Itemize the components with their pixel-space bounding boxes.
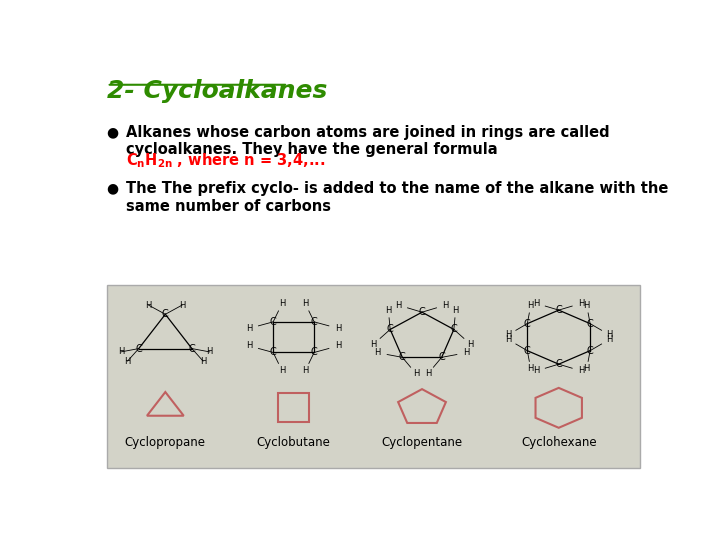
- Text: C: C: [162, 309, 168, 319]
- Text: H: H: [606, 330, 612, 339]
- Text: Cyclopropane: Cyclopropane: [125, 436, 206, 449]
- Text: H: H: [534, 299, 540, 308]
- Text: Cyclopentane: Cyclopentane: [382, 436, 462, 449]
- Text: H: H: [606, 335, 612, 344]
- Text: C: C: [311, 317, 318, 327]
- Text: Cyclobutane: Cyclobutane: [257, 436, 330, 449]
- Text: H: H: [200, 356, 206, 366]
- Text: H: H: [425, 369, 431, 378]
- Text: 2- Cycloalkanes: 2- Cycloalkanes: [107, 79, 327, 103]
- Text: C: C: [555, 359, 562, 369]
- Text: H: H: [179, 301, 185, 309]
- Bar: [279, 393, 309, 422]
- Text: C: C: [311, 347, 318, 357]
- Text: C: C: [524, 346, 531, 356]
- Text: H: H: [279, 299, 285, 308]
- Text: H: H: [335, 341, 341, 350]
- Text: H: H: [467, 340, 474, 349]
- Text: H: H: [452, 306, 459, 315]
- Text: $\mathbf{C_nH_{2n}}$ , where n = 3,4,...: $\mathbf{C_nH_{2n}}$ , where n = 3,4,...: [126, 151, 325, 170]
- FancyBboxPatch shape: [107, 285, 639, 468]
- Text: H: H: [302, 299, 309, 308]
- Text: C: C: [438, 352, 445, 362]
- Text: H: H: [577, 366, 584, 375]
- Text: H: H: [246, 341, 252, 350]
- Text: H: H: [395, 301, 401, 309]
- Text: H: H: [584, 301, 590, 310]
- Text: H: H: [584, 364, 590, 373]
- Text: H: H: [528, 301, 534, 310]
- Text: H: H: [279, 366, 285, 375]
- Text: C: C: [387, 325, 394, 334]
- Text: ●: ●: [107, 181, 119, 195]
- Text: C: C: [270, 317, 276, 327]
- Text: C: C: [189, 343, 195, 354]
- Text: C: C: [524, 319, 531, 329]
- Text: H: H: [505, 335, 512, 344]
- Text: H: H: [374, 348, 381, 357]
- Text: C: C: [418, 307, 426, 317]
- Text: H: H: [534, 366, 540, 375]
- Text: H: H: [302, 366, 309, 375]
- Text: H: H: [413, 369, 419, 378]
- Text: H: H: [246, 324, 252, 333]
- Text: H: H: [371, 340, 377, 349]
- Text: C: C: [451, 325, 457, 334]
- Text: H: H: [577, 299, 584, 308]
- Text: H: H: [528, 364, 534, 373]
- Text: H: H: [335, 324, 341, 333]
- Text: Alkanes whose carbon atoms are joined in rings are called
cycloalkanes. They hav: Alkanes whose carbon atoms are joined in…: [126, 125, 610, 158]
- Text: The The prefix cyclo- is added to the name of the alkane with the
same number of: The The prefix cyclo- is added to the na…: [126, 181, 669, 214]
- Text: C: C: [270, 347, 276, 357]
- Text: C: C: [555, 305, 562, 315]
- Text: H: H: [117, 347, 124, 356]
- Text: H: H: [464, 348, 469, 357]
- Text: H: H: [207, 347, 213, 356]
- Text: H: H: [385, 306, 392, 315]
- Text: H: H: [125, 356, 131, 366]
- Text: ●: ●: [107, 125, 119, 139]
- Text: Cyclohexane: Cyclohexane: [521, 436, 597, 449]
- Text: C: C: [587, 319, 593, 329]
- Text: H: H: [443, 301, 449, 309]
- Text: H: H: [505, 330, 512, 339]
- Text: H: H: [145, 301, 152, 309]
- Text: C: C: [587, 346, 593, 356]
- Text: C: C: [399, 352, 405, 362]
- Text: C: C: [135, 343, 142, 354]
